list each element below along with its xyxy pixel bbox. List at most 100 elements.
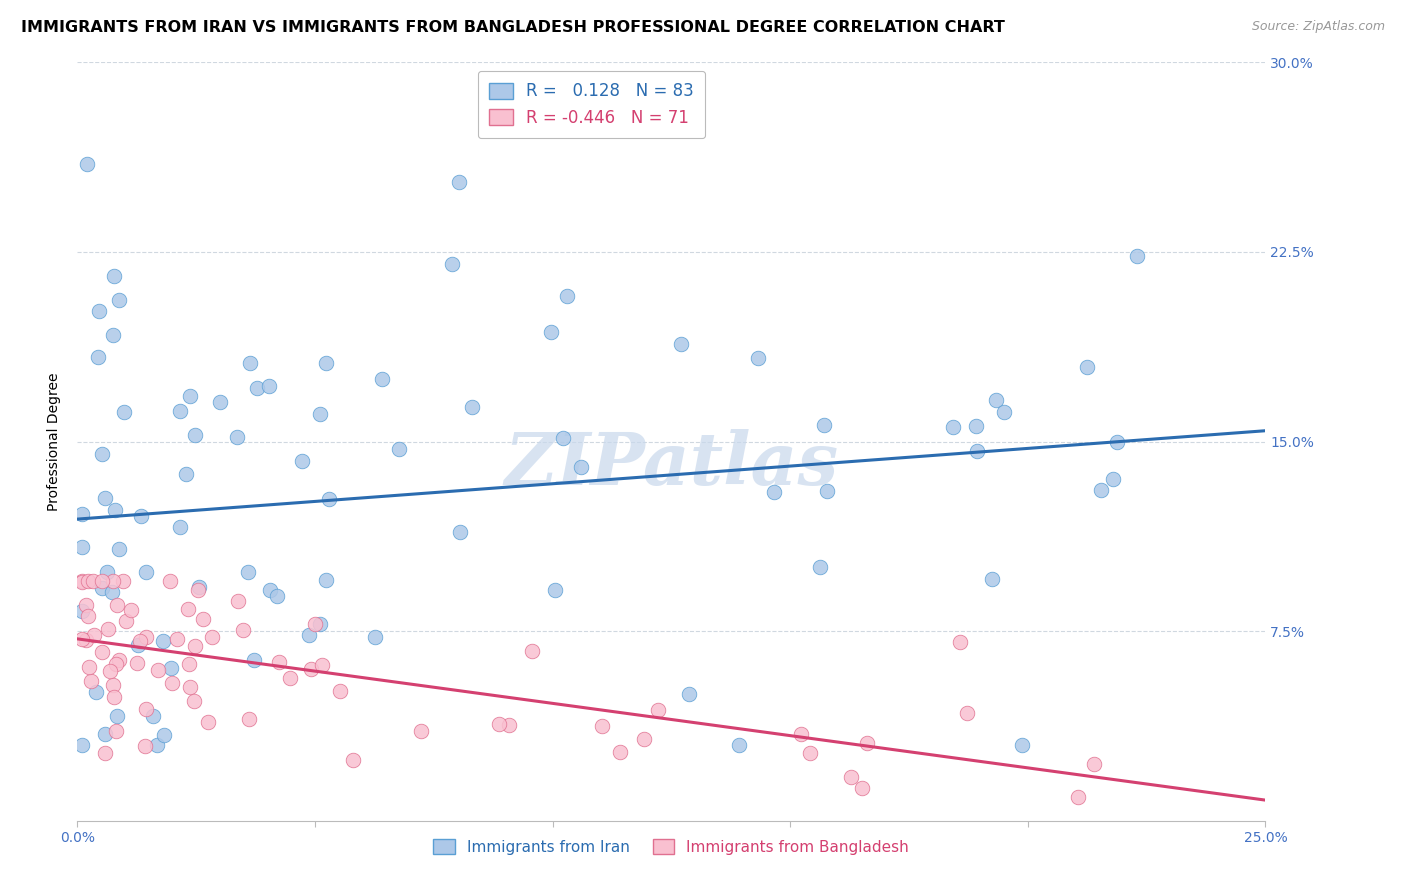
Point <box>201 630 224 644</box>
Point <box>291 454 314 468</box>
Point <box>728 738 751 752</box>
Point <box>98 664 121 678</box>
Point <box>488 716 510 731</box>
Point <box>520 643 543 657</box>
Point <box>551 431 574 445</box>
Point <box>146 738 169 752</box>
Point <box>90 574 112 588</box>
Point <box>184 639 207 653</box>
Point <box>108 541 131 556</box>
Point <box>242 653 264 667</box>
Point <box>364 630 387 644</box>
Point <box>633 731 655 746</box>
Point <box>70 574 93 588</box>
Point <box>591 719 613 733</box>
Point <box>94 746 117 760</box>
Point <box>856 736 879 750</box>
Point <box>257 379 280 393</box>
Point <box>447 175 470 189</box>
Point <box>647 703 669 717</box>
Point <box>82 574 104 588</box>
Point <box>187 580 209 594</box>
Point <box>569 459 592 474</box>
Point <box>1011 738 1033 752</box>
Point <box>1126 249 1149 263</box>
Point <box>1101 472 1123 486</box>
Point <box>135 630 157 644</box>
Point <box>678 687 700 701</box>
Point <box>174 467 197 481</box>
Point <box>329 684 352 698</box>
Legend: Immigrants from Iran, Immigrants from Bangladesh: Immigrants from Iran, Immigrants from Ba… <box>426 831 917 863</box>
Point <box>941 419 963 434</box>
Point <box>152 633 174 648</box>
Point <box>184 427 207 442</box>
Point <box>159 574 181 588</box>
Point <box>179 389 201 403</box>
Point <box>299 662 322 676</box>
Point <box>669 336 692 351</box>
Point <box>815 483 838 498</box>
Point <box>101 585 124 599</box>
Point <box>72 632 94 647</box>
Point <box>70 541 93 555</box>
Point <box>993 404 1015 418</box>
Point <box>93 727 115 741</box>
Point <box>441 257 464 271</box>
Point <box>84 685 107 699</box>
Point <box>1090 483 1112 497</box>
Point <box>76 156 98 170</box>
Point <box>309 616 332 631</box>
Point <box>298 628 321 642</box>
Point <box>177 657 200 671</box>
Point <box>135 702 157 716</box>
Point <box>105 657 128 672</box>
Point <box>160 661 183 675</box>
Point <box>540 325 562 339</box>
Point <box>101 328 124 343</box>
Point <box>114 405 136 419</box>
Point <box>232 623 254 637</box>
Point <box>148 663 170 677</box>
Point <box>90 645 112 659</box>
Point <box>135 566 157 580</box>
Point <box>134 739 156 753</box>
Point <box>225 429 247 443</box>
Point <box>311 658 333 673</box>
Point <box>191 612 214 626</box>
Point <box>1067 790 1090 805</box>
Y-axis label: Professional Degree: Professional Degree <box>48 372 62 511</box>
Point <box>83 628 105 642</box>
Point <box>111 574 134 588</box>
Point <box>87 304 110 318</box>
Point <box>609 746 631 760</box>
Point <box>160 675 183 690</box>
Point <box>246 381 269 395</box>
Point <box>949 634 972 648</box>
Point <box>239 356 262 370</box>
Text: ZIPatlas: ZIPatlas <box>505 429 838 500</box>
Point <box>280 671 302 685</box>
Point <box>179 680 201 694</box>
Point <box>839 770 862 784</box>
Point <box>142 708 165 723</box>
Point <box>97 622 120 636</box>
Text: IMMIGRANTS FROM IRAN VS IMMIGRANTS FROM BANGLADESH PROFESSIONAL DEGREE CORRELATI: IMMIGRANTS FROM IRAN VS IMMIGRANTS FROM … <box>21 20 1005 35</box>
Point <box>209 395 232 409</box>
Point <box>87 350 110 364</box>
Point <box>75 633 97 648</box>
Point <box>127 656 149 670</box>
Point <box>103 268 125 283</box>
Point <box>91 447 114 461</box>
Point <box>70 507 93 521</box>
Point <box>238 712 260 726</box>
Point <box>980 573 1002 587</box>
Point <box>266 589 288 603</box>
Point <box>259 583 281 598</box>
Point <box>70 575 93 590</box>
Point <box>799 746 821 760</box>
Point <box>309 407 332 421</box>
Point <box>105 709 128 723</box>
Point <box>449 524 471 539</box>
Point <box>747 351 769 365</box>
